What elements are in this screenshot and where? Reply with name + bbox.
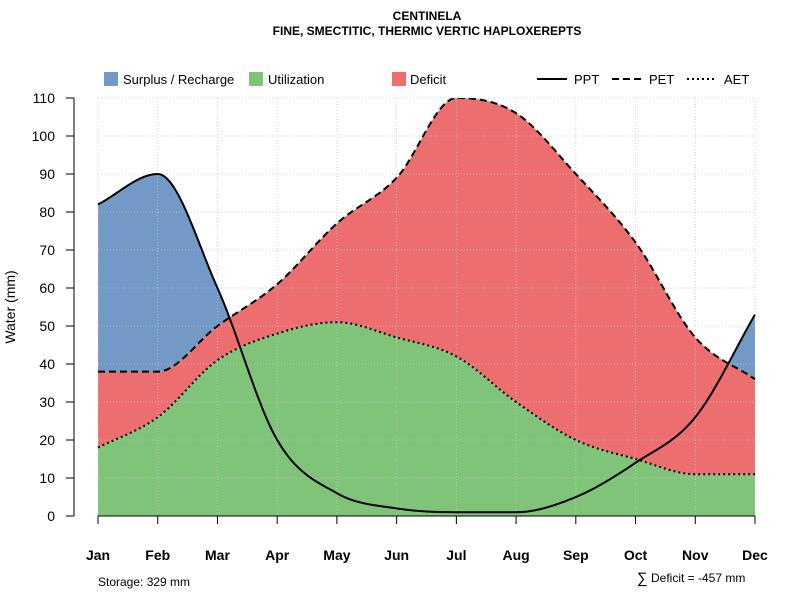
sum-icon: ∑	[637, 570, 648, 587]
x-tick-label: Jun	[384, 547, 409, 563]
legend-label-aet: AET	[724, 72, 749, 87]
deficit-note: Deficit = -457 mm	[651, 571, 745, 585]
legend-label-pet: PET	[649, 72, 674, 87]
storage-note: Storage: 329 mm	[98, 575, 190, 589]
fill-areas	[98, 98, 755, 516]
chart-title: CENTINELA	[393, 9, 462, 23]
legend-label-utilization: Utilization	[268, 72, 324, 87]
surplus-area	[98, 98, 755, 380]
y-tick-label: 80	[39, 204, 55, 220]
aet-line	[97, 321, 755, 476]
y-tick-label: 90	[39, 166, 55, 182]
legend-label-surplus: Surplus / Recharge	[123, 72, 234, 87]
utilization-area	[98, 322, 755, 516]
x-tick-label: Dec	[742, 547, 768, 563]
x-tick-label: Feb	[145, 547, 170, 563]
x-axis: Jan Feb Mar Apr May Jun Jul Aug Sep Oct Nov Dec	[86, 515, 768, 563]
chart-subtitle: FINE, SMECTITIC, THERMIC VERTIC HAPLOXER…	[273, 24, 582, 38]
legend-swatch-deficit	[392, 72, 406, 86]
y-tick-label: 110	[33, 90, 56, 106]
legend-swatch-utilization	[249, 72, 263, 86]
x-tick-label: Oct	[624, 547, 648, 563]
y-tick-label: 10	[39, 470, 55, 486]
deficit-area	[98, 98, 755, 475]
legend: Surplus / Recharge Utilization Deficit P…	[104, 72, 749, 87]
x-tick-label: May	[323, 547, 350, 563]
grid	[97, 97, 756, 517]
x-tick-label: Sep	[563, 547, 589, 563]
y-tick-label: 60	[39, 280, 55, 296]
x-tick-label: Mar	[205, 547, 230, 563]
y-tick-label: 30	[39, 394, 55, 410]
y-tick-label: 0	[47, 508, 55, 524]
y-axis-label: Water (mm)	[2, 270, 18, 343]
legend-label-deficit: Deficit	[410, 72, 447, 87]
x-tick-label: Jul	[446, 547, 466, 563]
y-axis: 0 10 20 30 40 50 60 70 80 90 100 110	[32, 90, 75, 524]
x-tick-label: Aug	[502, 547, 529, 563]
pet-line	[98, 98, 756, 381]
y-tick-label: 50	[39, 318, 55, 334]
legend-label-ppt: PPT	[574, 72, 599, 87]
ppt-line	[97, 173, 756, 514]
legend-swatch-surplus	[104, 72, 118, 86]
x-tick-label: Nov	[682, 547, 709, 563]
y-tick-label: 70	[39, 242, 55, 258]
series-lines	[97, 98, 756, 514]
y-tick-label: 40	[39, 356, 55, 372]
y-tick-label: 20	[39, 432, 55, 448]
x-tick-label: Apr	[265, 547, 290, 563]
y-tick-label: 100	[32, 128, 56, 144]
x-tick-label: Jan	[86, 547, 110, 563]
